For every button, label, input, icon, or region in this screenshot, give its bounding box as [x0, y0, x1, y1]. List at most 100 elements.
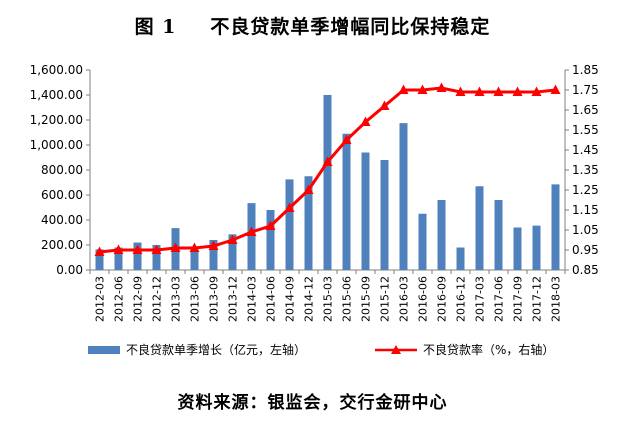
line-point-marker	[436, 82, 447, 92]
bar	[133, 242, 142, 270]
bar	[95, 249, 104, 270]
chart-title: 图 1 不良贷款单季增幅同比保持稳定	[0, 12, 625, 39]
right-tick-label: 0.95	[572, 243, 599, 257]
x-tick-label: 2015-03	[322, 276, 335, 322]
x-tick-label: 2015-09	[360, 276, 373, 322]
bar	[532, 225, 541, 270]
bar	[437, 200, 446, 270]
line-point-marker	[322, 156, 333, 166]
x-tick-label: 2016-12	[455, 276, 468, 322]
line-point-marker	[493, 86, 504, 96]
line-point-marker	[512, 86, 523, 96]
right-tick-label: 1.55	[572, 123, 599, 137]
bar	[380, 160, 389, 270]
right-tick-label: 0.85	[572, 263, 599, 277]
x-tick-label: 2013-12	[227, 276, 240, 322]
legend-bar-swatch	[88, 345, 120, 354]
x-tick-label: 2016-03	[398, 276, 411, 322]
line-point-marker	[341, 134, 352, 144]
legend-bar-label: 不良贷款单季增长（亿元，左轴）	[126, 343, 307, 357]
x-tick-label: 2014-12	[303, 276, 316, 322]
x-tick-label: 2014-09	[284, 276, 297, 322]
line-point-marker	[265, 220, 276, 230]
line-point-marker	[94, 246, 105, 256]
x-tick-label: 2015-12	[379, 276, 392, 322]
left-tick-label: 200.00	[41, 238, 83, 252]
bar	[266, 210, 275, 270]
x-tick-label: 2015-06	[341, 276, 354, 322]
x-tick-label: 2013-09	[208, 276, 221, 322]
left-tick-label: 800.00	[41, 163, 83, 177]
line-point-marker	[189, 242, 200, 252]
x-tick-label: 2012-03	[94, 276, 107, 322]
x-tick-label: 2012-06	[113, 276, 126, 322]
x-tick-label: 2016-09	[436, 276, 449, 322]
legend-item-bar: 不良贷款单季增长（亿元，左轴）	[88, 341, 306, 358]
x-tick-label: 2017-12	[531, 276, 544, 322]
right-tick-label: 1.75	[572, 83, 599, 97]
line-point-marker	[455, 86, 466, 96]
bar	[399, 123, 408, 270]
line-point-marker	[379, 100, 390, 110]
left-tick-label: 400.00	[41, 213, 83, 227]
line-point-marker	[284, 202, 295, 212]
x-tick-label: 2017-09	[512, 276, 525, 322]
legend-item-line: 不良贷款率（%，右轴）	[375, 341, 554, 358]
bar	[361, 152, 370, 270]
line-point-marker	[360, 116, 371, 126]
left-tick-label: 600.00	[41, 188, 83, 202]
bar	[304, 176, 313, 270]
right-tick-label: 1.85	[572, 63, 599, 77]
line-point-marker	[113, 244, 124, 254]
right-tick-label: 1.65	[572, 103, 599, 117]
x-tick-label: 2013-06	[189, 276, 202, 322]
figure-number: 图 1	[134, 16, 177, 38]
x-tick-label: 2014-03	[246, 276, 259, 322]
x-tick-label: 2013-03	[170, 276, 183, 322]
line-point-marker	[151, 244, 162, 254]
right-tick-label: 1.45	[572, 143, 599, 157]
line-point-marker	[303, 184, 314, 194]
x-tick-label: 2016-06	[417, 276, 430, 322]
right-tick-label: 1.15	[572, 203, 599, 217]
source-note: 资料来源：银监会，交行金研中心	[177, 393, 448, 413]
left-tick-label: 1,200.00	[30, 113, 83, 127]
line-point-marker	[170, 242, 181, 252]
x-tick-label: 2017-03	[474, 276, 487, 322]
bar	[551, 184, 560, 270]
legend: 不良贷款单季增长（亿元，左轴） 不良贷款率（%，右轴）	[80, 341, 600, 361]
right-tick-label: 1.25	[572, 183, 599, 197]
bar	[228, 234, 237, 270]
line-point-marker	[474, 86, 485, 96]
left-tick-label: 1,400.00	[30, 88, 83, 102]
bar	[247, 203, 256, 270]
bar	[114, 247, 123, 270]
left-tick-label: 1,600.00	[30, 63, 83, 77]
bar	[494, 200, 503, 270]
line-point-marker	[132, 244, 143, 254]
left-tick-label: 0.00	[56, 263, 83, 277]
title-text: 不良贷款单季增幅同比保持稳定	[210, 16, 491, 38]
left-tick-label: 1,000.00	[30, 138, 83, 152]
bar	[190, 250, 199, 270]
bar	[475, 186, 484, 270]
bar	[152, 245, 161, 270]
line-point-marker	[227, 234, 238, 244]
line-point-marker	[208, 240, 219, 250]
right-tick-label: 1.05	[572, 223, 599, 237]
bar	[342, 133, 351, 270]
line-point-marker	[246, 226, 257, 236]
legend-line-swatch	[375, 344, 417, 354]
x-tick-label: 2012-09	[132, 276, 145, 322]
x-tick-label: 2017-06	[493, 276, 506, 322]
bar	[285, 179, 294, 270]
x-tick-label: 2014-06	[265, 276, 278, 322]
bar	[209, 240, 218, 270]
bar	[323, 95, 332, 270]
bar	[456, 247, 465, 270]
line-point-marker	[398, 84, 409, 94]
line-point-marker	[417, 84, 428, 94]
right-tick-label: 1.35	[572, 163, 599, 177]
line-point-marker	[531, 86, 542, 96]
